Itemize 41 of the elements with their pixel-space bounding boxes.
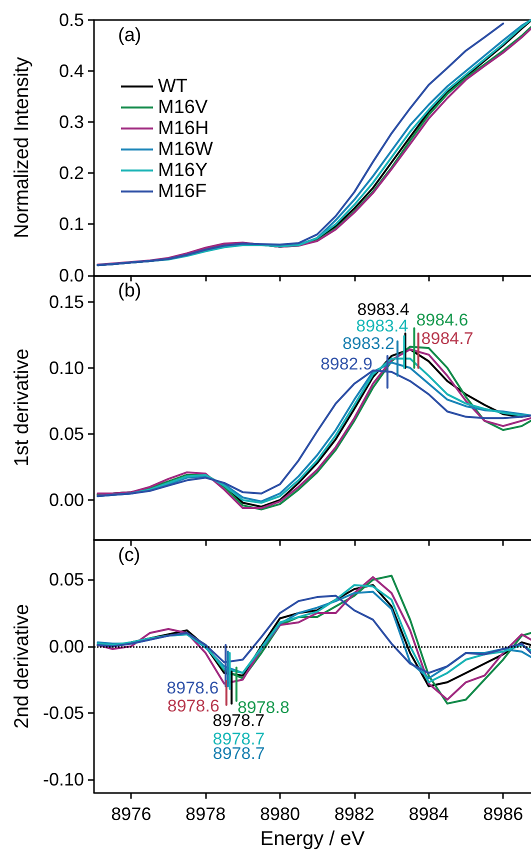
annotation: (c) bbox=[118, 544, 140, 566]
x-tick-label: 8980 bbox=[260, 804, 300, 824]
y-tick-label: 0.4 bbox=[58, 61, 84, 82]
y-tick-label: 0.2 bbox=[58, 163, 84, 184]
annotation: 8984.6 bbox=[416, 310, 468, 330]
x-tick-label: 8982 bbox=[334, 804, 374, 824]
x-tick-label: 8984 bbox=[408, 804, 449, 824]
y-tick-label: 0.00 bbox=[48, 636, 84, 656]
x-axis-title: Energy / eV bbox=[260, 828, 366, 850]
y-tick-label: 0.00 bbox=[48, 490, 84, 510]
annotation: 8983.4 bbox=[357, 300, 410, 319]
y-axis-title: Normalized Intensity bbox=[11, 57, 33, 238]
y-tick-label: -0.10 bbox=[42, 769, 84, 790]
y-tick-label: 0.05 bbox=[48, 570, 84, 590]
legend-label: M16W bbox=[158, 139, 213, 160]
y-tick-label: 0.5 bbox=[58, 10, 84, 30]
y-tick-label: -0.05 bbox=[42, 702, 84, 723]
legend-label: M16F bbox=[158, 181, 207, 202]
x-tick-label: 8976 bbox=[111, 804, 152, 824]
annotation: 8978.6 bbox=[166, 678, 219, 698]
legend-label: WT bbox=[158, 76, 188, 97]
x-tick-label: 8978 bbox=[186, 804, 226, 824]
x-tick-label: 8986 bbox=[483, 804, 524, 824]
annotation: (a) bbox=[118, 25, 142, 46]
y-tick-label: 0.10 bbox=[48, 358, 84, 378]
annotation: 8978.6 bbox=[167, 696, 220, 716]
annotation: (b) bbox=[118, 280, 142, 302]
y-axis-title: 1st derivative bbox=[11, 348, 33, 466]
y-axis-title: 2nd derivative bbox=[11, 604, 33, 729]
y-tick-label: 0.15 bbox=[48, 292, 84, 312]
annotation: 8982.9 bbox=[320, 354, 372, 374]
annotation: 8983.4 bbox=[356, 316, 408, 336]
annotation: 8984.7 bbox=[421, 328, 474, 348]
legend-label: M16Y bbox=[158, 160, 208, 181]
y-tick-label: 0.3 bbox=[58, 112, 84, 132]
legend-label: M16V bbox=[158, 97, 208, 118]
y-tick-label: 0.1 bbox=[58, 214, 84, 234]
legend-label: M16H bbox=[158, 118, 209, 139]
y-tick-label: 0.0 bbox=[58, 265, 84, 286]
annotation: 8983.2 bbox=[342, 334, 394, 353]
y-tick-label: 0.05 bbox=[48, 424, 84, 444]
